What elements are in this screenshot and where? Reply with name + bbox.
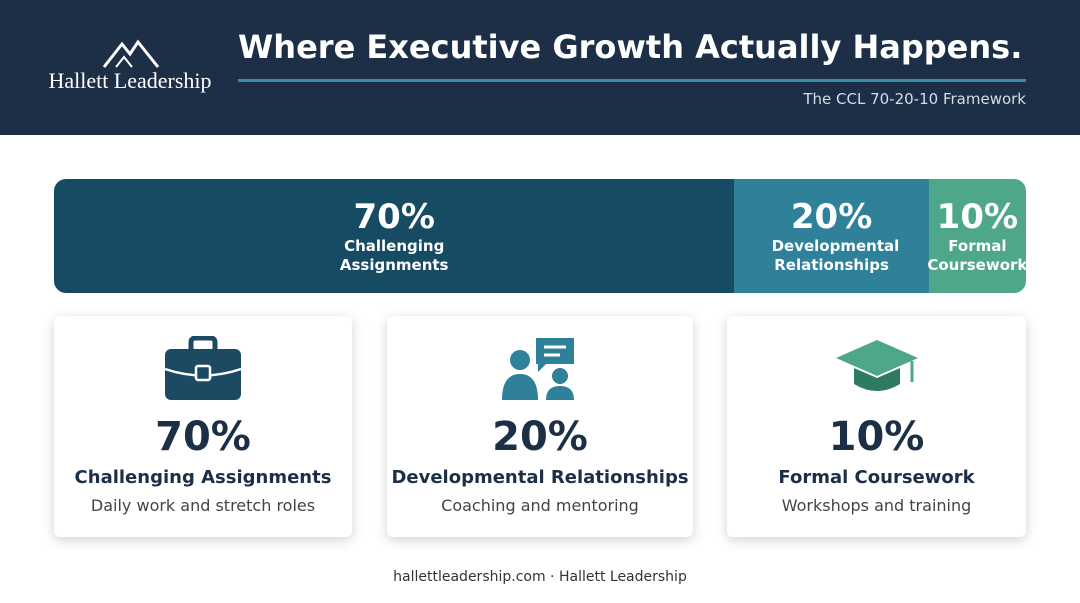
header: Hallett Leadership Where Executive Growt… [0,0,1080,135]
briefcase-icon [164,336,242,400]
card-description: Workshops and training [781,496,972,515]
subtitle: The CCL 70-20-10 Framework [803,90,1026,108]
bar-segment: 70% Challenging Assignments [54,179,735,293]
card-description: Coaching and mentoring [441,496,639,515]
mentoring-icon [502,338,574,400]
segment-value: 20% [790,197,873,237]
bar-segment: 10% Formal Coursework [927,179,1026,293]
card-value: 70% [155,414,251,460]
card-value: 20% [492,414,588,460]
card-title: Challenging Assignments [74,467,332,488]
segment-name: Challenging Assignments [339,237,449,274]
title: Where Executive Growth Actually Happens. [238,28,1023,66]
card: 70% Challenging Assignments Daily work a… [54,316,352,537]
segment-value: 10% [936,197,1019,237]
segment-value: 70% [353,197,435,237]
segment-name: Developmental Relationships [771,237,900,274]
brand: Hallett Leadership [48,68,212,93]
card: 20% Developmental Relationships Coaching… [387,316,693,537]
card-title: Developmental Relationships [391,467,689,488]
card-title: Formal Coursework [778,467,975,488]
title-rule [238,79,1026,82]
segment-name: Formal Coursework [927,237,1026,274]
card-description: Daily work and stretch roles [90,496,316,515]
stacked-bar: 70% Challenging Assignments 20% Development… [54,179,1026,293]
footer: hallettleadership.com · Hallett Leadersh… [393,569,687,585]
graduation-cap-icon [835,340,918,391]
logo-icon [102,39,160,68]
card-value: 10% [828,414,925,460]
card: 10% Formal Coursework Workshops and trai… [727,316,1026,537]
bar-segment: 20% Developmental Relationships [734,179,929,293]
